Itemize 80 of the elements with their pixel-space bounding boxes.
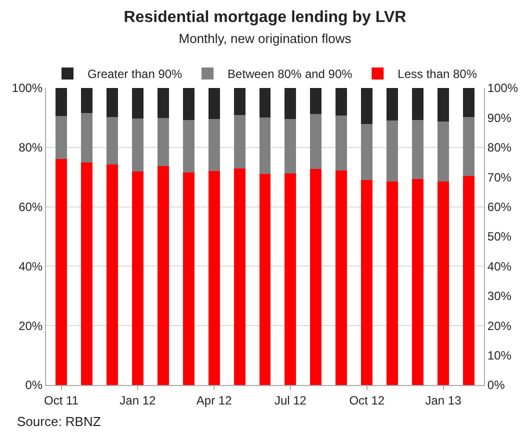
bar [234, 88, 246, 116]
bar [284, 118, 296, 174]
bar [412, 88, 424, 120]
bar [412, 178, 424, 385]
bar [81, 162, 92, 385]
y2-tick-label: 100% [487, 81, 518, 96]
bar [234, 168, 246, 385]
x-tick-label: Oct 12 [349, 393, 385, 408]
legend-label: Greater than 90% [88, 67, 183, 82]
bar [438, 88, 449, 122]
y-tick-label: 0% [25, 378, 43, 392]
x-tick-label: Apr 12 [196, 393, 232, 408]
bar [462, 176, 474, 385]
bar [284, 88, 296, 119]
bar [386, 88, 398, 121]
bar [132, 118, 144, 172]
bar [56, 88, 68, 116]
bar [234, 115, 246, 168]
bar [259, 88, 271, 118]
y-tick-label: 80% [18, 140, 43, 155]
y-tick-label: 20% [18, 318, 43, 333]
bar [81, 112, 92, 163]
bar [336, 88, 348, 116]
y2-tick-label: 30% [487, 289, 512, 304]
bar [208, 170, 220, 385]
bar [259, 118, 271, 174]
bar [132, 171, 144, 385]
y2-tick-label: 20% [487, 318, 512, 333]
y-tick-label: 60% [18, 200, 43, 214]
x-tick-label: Oct 11 [44, 393, 79, 408]
bar [284, 174, 296, 385]
bar [157, 88, 169, 118]
chart-subtitle: Monthly, new origination flows [178, 30, 352, 46]
y2-tick-label: 10% [487, 348, 512, 362]
bar [336, 116, 348, 170]
bar [438, 181, 449, 385]
chart-title: Residential mortgage lending by LVR [124, 9, 407, 26]
source-note: Source: RBNZ [17, 414, 101, 429]
bar [106, 164, 118, 385]
bar [310, 88, 322, 114]
bar [386, 120, 398, 182]
bar [310, 169, 322, 385]
bar [412, 120, 424, 179]
legend-label: Less than 80% [398, 67, 478, 82]
x-tick-label: Jul 12 [274, 393, 307, 408]
bar [310, 114, 322, 170]
bar [81, 88, 92, 113]
bar [182, 88, 194, 120]
bar [182, 120, 194, 172]
y2-tick-label: 80% [487, 140, 512, 155]
legend-label: Between 80% and 90% [228, 67, 353, 82]
bar [462, 88, 474, 118]
y2-tick-label: 60% [487, 200, 512, 214]
bar [259, 174, 271, 385]
bar [438, 121, 449, 182]
bar [361, 88, 373, 124]
bar [106, 88, 118, 118]
y2-tick-label: 90% [487, 110, 512, 125]
y2-tick-label: 50% [487, 230, 512, 244]
bar [56, 158, 68, 385]
x-tick-label: Jan 12 [120, 393, 156, 408]
bar [157, 118, 169, 166]
bar [361, 124, 373, 180]
bar [386, 181, 398, 385]
bar [462, 117, 474, 176]
y2-tick-label: 70% [487, 170, 512, 184]
x-tick-label: Jan 13 [425, 393, 462, 408]
y-tick-label: 100% [12, 81, 43, 96]
y2-tick-label: 0% [487, 378, 506, 392]
bar [361, 180, 373, 385]
bar [208, 88, 220, 119]
bar [336, 170, 348, 385]
bar [106, 117, 118, 165]
bar [56, 116, 68, 159]
y-tick-label: 40% [18, 259, 43, 274]
bar [132, 88, 144, 119]
bar [157, 166, 169, 385]
y2-tick-label: 40% [487, 259, 512, 274]
bar [208, 118, 220, 171]
bar [182, 172, 194, 385]
